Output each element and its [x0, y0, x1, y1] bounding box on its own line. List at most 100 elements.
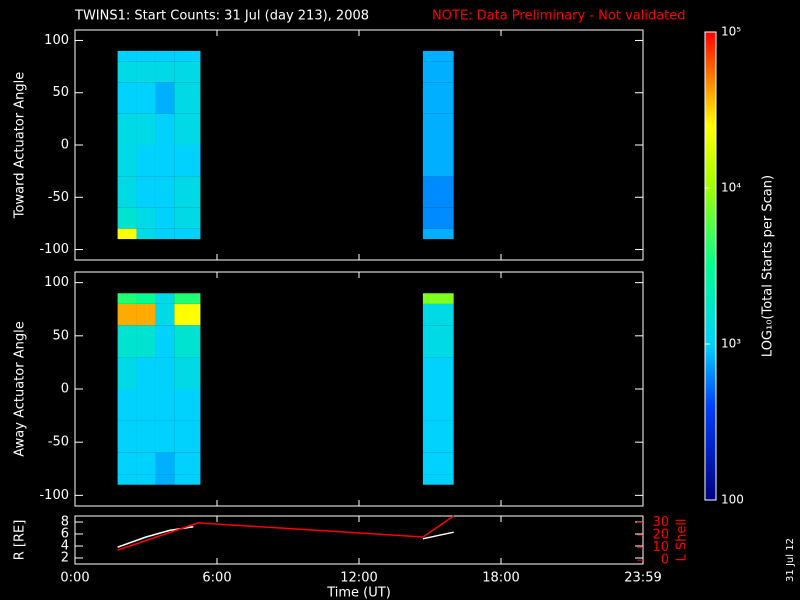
heatmap-cell	[422, 452, 454, 475]
heatmap-cell	[136, 420, 156, 453]
y-tick-label: -50	[48, 190, 69, 205]
heatmap-cell	[117, 420, 137, 453]
heatmap-cell	[422, 474, 454, 485]
heatmap-cell	[422, 420, 454, 453]
x-tick-label: 6:00	[202, 571, 231, 586]
y-tick-label: 0	[61, 138, 69, 153]
heatmap-cell	[136, 452, 156, 475]
line-series	[117, 526, 454, 548]
heatmap-cell	[174, 145, 201, 177]
heatmap-cell	[174, 452, 201, 475]
y-axis-label: Away Actuator Angle	[13, 321, 28, 456]
heatmap-cell	[155, 389, 175, 421]
heatmap-cell	[174, 82, 201, 114]
heatmap-cell	[174, 113, 201, 145]
heatmap-cell	[117, 303, 137, 326]
colorbar-tick-label: 10⁴	[721, 181, 741, 195]
heatmap-cell	[422, 357, 454, 389]
note: NOTE: Data Preliminary - Not validated	[432, 9, 686, 24]
heatmap-cell	[422, 113, 454, 145]
heatmap-cell	[117, 176, 137, 208]
heatmap-cell	[422, 207, 454, 229]
heatmap-cell	[155, 207, 175, 229]
heatmap-cell	[422, 325, 454, 358]
y2-tick-label: 20	[652, 527, 669, 542]
x-axis-label: Time (UT)	[326, 586, 391, 600]
heatmap-cell	[117, 61, 137, 83]
heatmap-cell	[422, 82, 454, 114]
heatmap-cell	[174, 61, 201, 83]
heatmap-cell	[136, 474, 156, 485]
heatmap-cell	[174, 228, 201, 240]
heatmap-cell	[155, 228, 175, 240]
y-tick-label: -50	[48, 435, 69, 450]
y2-tick-label: 0	[661, 553, 669, 568]
heatmap-cell	[174, 303, 201, 326]
heatmap-cell	[155, 420, 175, 453]
heatmap-cell	[422, 50, 454, 62]
y-tick-label: 50	[52, 85, 69, 100]
heatmap-cell	[136, 357, 156, 389]
heatmap-cell	[117, 474, 137, 485]
colorbar-tick-label: 10⁵	[721, 25, 741, 39]
title: TWINS1: Start Counts: 31 Jul (day 213), …	[74, 9, 369, 24]
heatmap-cell	[174, 325, 201, 358]
heatmap-cell	[155, 293, 175, 304]
heatmap-cell	[136, 145, 156, 177]
y-tick-label: 50	[52, 328, 69, 343]
heatmap-cell	[422, 389, 454, 421]
heatmap-cell	[155, 325, 175, 358]
heatmap-cell	[136, 176, 156, 208]
heatmap-cell	[136, 228, 156, 240]
y-tick-label: 100	[44, 275, 69, 290]
heatmap-cell	[136, 113, 156, 145]
x-tick-label: 12:00	[340, 571, 377, 586]
y2-axis-label: L Shell	[675, 518, 690, 561]
heatmap-cell	[117, 50, 137, 62]
y-tick-label: 8	[61, 515, 69, 530]
heatmap-cell	[117, 82, 137, 114]
heatmap-cell	[136, 325, 156, 358]
heatmap-cell	[117, 145, 137, 177]
heatmap-cell	[136, 207, 156, 229]
y2-tick-label: 10	[652, 540, 669, 555]
y-tick-label: -100	[39, 488, 69, 503]
heatmap-cell	[117, 207, 137, 229]
heatmap-cell	[422, 61, 454, 83]
heatmap-cell	[117, 113, 137, 145]
heatmap-cell	[136, 293, 156, 304]
heatmap-cell	[174, 389, 201, 421]
heatmap-cell	[117, 452, 137, 475]
heatmap-cell	[117, 357, 137, 389]
heatmap-cell	[422, 176, 454, 208]
heatmap-cell	[155, 474, 175, 485]
heatmap-cell	[155, 357, 175, 389]
y-tick-label: 2	[61, 551, 69, 566]
y-tick-label: 4	[61, 539, 69, 554]
x-tick-label: 23:59	[624, 571, 661, 586]
heatmap-cell	[117, 325, 137, 358]
heatmap-cell	[155, 303, 175, 326]
heatmap-cell	[136, 389, 156, 421]
date-stamp: 31 Jul 12	[785, 538, 796, 582]
y-tick-label: 0	[61, 382, 69, 397]
heatmap-cell	[422, 303, 454, 326]
colorbar-tick-label: 100	[721, 493, 744, 507]
heatmap-cell	[136, 82, 156, 114]
heatmap-cell	[136, 303, 156, 326]
y-tick-label: 6	[61, 527, 69, 542]
heatmap-cell	[155, 61, 175, 83]
line-series	[117, 515, 455, 551]
heatmap-cell	[117, 228, 137, 240]
heatmap-cell	[155, 176, 175, 208]
heatmap-cell	[174, 357, 201, 389]
heatmap-cell	[136, 61, 156, 83]
colorbar-label: LOG₁₀(Total Starts per Scan)	[761, 175, 776, 357]
heatmap-cell	[174, 207, 201, 229]
y-tick-label: 100	[44, 33, 69, 48]
colorbar	[704, 31, 717, 501]
heatmap-cell	[155, 82, 175, 114]
heatmap-cell	[174, 420, 201, 453]
